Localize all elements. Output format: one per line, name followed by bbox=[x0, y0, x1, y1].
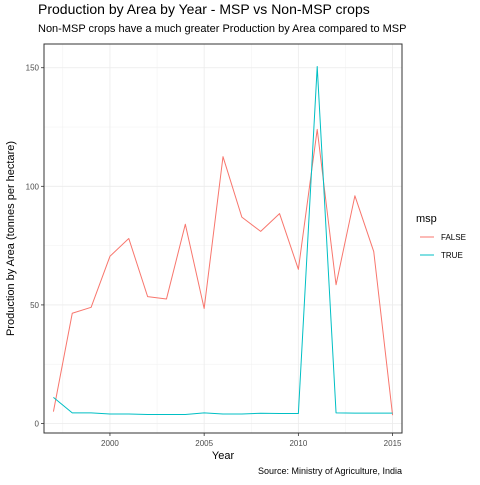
chart-subtitle: Non-MSP crops have a much greater Produc… bbox=[38, 23, 406, 35]
chart-title: Production by Area by Year - MSP vs Non-… bbox=[38, 1, 370, 17]
y-axis-label: Production by Area (tonnes per hectare) bbox=[5, 141, 17, 336]
y-tick-label: 50 bbox=[30, 301, 39, 310]
chart-caption: Source: Ministry of Agriculture, India bbox=[258, 466, 402, 476]
x-tick-label: 2005 bbox=[195, 439, 213, 448]
legend: msp FALSE TRUE bbox=[416, 213, 466, 260]
grid-major bbox=[44, 44, 402, 433]
y-tick-label: 150 bbox=[26, 64, 40, 73]
grid-minor bbox=[44, 44, 402, 433]
y-axis-ticks: 0 50 100 150 bbox=[26, 64, 44, 429]
panel-border bbox=[43, 43, 403, 434]
legend-label: FALSE bbox=[441, 233, 466, 242]
series-line-true bbox=[53, 66, 393, 415]
legend-title: msp bbox=[416, 213, 437, 225]
x-tick-label: 2000 bbox=[101, 439, 119, 448]
x-axis-ticks: 2000 2005 2010 2015 bbox=[101, 433, 402, 448]
y-tick-label: 100 bbox=[26, 182, 40, 191]
y-tick-label: 0 bbox=[35, 420, 40, 429]
x-tick-label: 2015 bbox=[384, 439, 402, 448]
x-tick-label: 2010 bbox=[289, 439, 307, 448]
legend-label: TRUE bbox=[441, 251, 463, 260]
series-lines bbox=[52, 66, 394, 416]
series-line-false bbox=[52, 128, 394, 416]
x-axis-label: Year bbox=[212, 450, 235, 462]
